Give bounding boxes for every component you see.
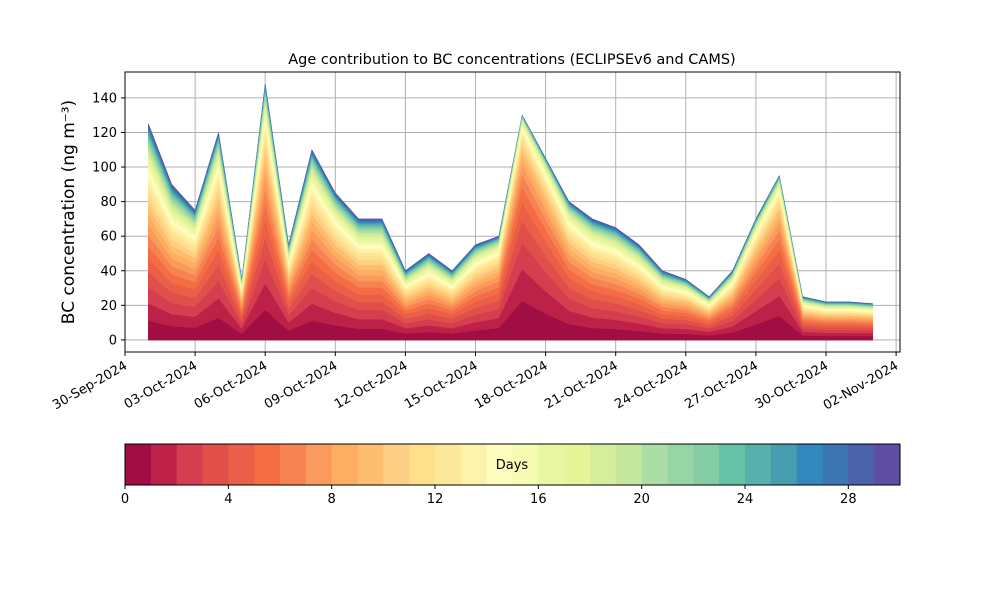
y-axis-label: BC concentration (ng m⁻³): [59, 100, 79, 324]
colorbar-label: Days: [496, 458, 529, 473]
colorbar-cell: [719, 444, 746, 485]
colorbar-cell: [538, 444, 565, 485]
x-tick-label: 18-Oct-2024: [472, 358, 550, 412]
x-tick-label: 03-Oct-2024: [122, 358, 200, 412]
colorbar-cell: [796, 444, 823, 485]
age-layer-2: [148, 269, 873, 341]
colorbar: Days 0 4 8 12 16 20 24 28: [121, 443, 901, 507]
colorbar-cell: [331, 444, 358, 485]
colorbar-cell: [228, 444, 255, 485]
colorbar-cell: [874, 444, 901, 485]
colorbar-cell: [745, 444, 772, 485]
y-tick-label: 0: [109, 333, 117, 348]
colorbar-cell: [848, 444, 875, 485]
x-tick-label: 06-Oct-2024: [192, 358, 270, 412]
y-tick-label: 20: [100, 299, 117, 314]
colorbar-cell: [770, 444, 798, 485]
x-tick-label: 27-Oct-2024: [683, 358, 761, 412]
colorbar-cell: [615, 444, 643, 485]
x-tick-label: 30-Sep-2024: [50, 358, 130, 413]
colorbar-cell: [564, 444, 591, 485]
y-tick-label: 100: [92, 161, 117, 176]
x-tick-label: 24-Oct-2024: [612, 358, 690, 412]
colorbar-cell: [305, 444, 333, 485]
colorbar-cell: [150, 444, 178, 485]
colorbar-cell: [641, 444, 668, 485]
colorbar-cells: [125, 444, 901, 485]
colorbar-cell: [176, 444, 203, 485]
x-axis-ticks: 30-Sep-202403-Oct-202406-Oct-202409-Oct-…: [50, 352, 901, 413]
colorbar-cell: [435, 444, 462, 485]
colorbar-cell: [383, 444, 410, 485]
colorbar-cell: [202, 444, 229, 485]
colorbar-cell: [460, 444, 488, 485]
colorbar-frame: [124, 443, 901, 486]
colorbar-cell: [693, 444, 720, 485]
x-tick-label: 02-Nov-2024: [821, 358, 901, 413]
stacked-area-layers: [148, 84, 873, 341]
x-tick-label: 21-Oct-2024: [542, 358, 620, 412]
x-tick-label: 12-Oct-2024: [332, 358, 410, 412]
y-tick-label: 120: [92, 126, 117, 141]
colorbar-tick-label: 8: [328, 492, 336, 507]
colorbar-cell: [590, 444, 617, 485]
y-tick-label: 80: [100, 195, 117, 210]
colorbar-ticks: 0 4 8 12 16 20 24 28: [121, 485, 857, 507]
colorbar-tick-label: 12: [427, 492, 444, 507]
colorbar-cell: [667, 444, 694, 485]
y-tick-label: 60: [100, 230, 117, 245]
colorbar-cell: [357, 444, 384, 485]
x-tick-label: 09-Oct-2024: [262, 358, 340, 412]
y-tick-label: 40: [100, 264, 117, 279]
colorbar-cell: [822, 444, 849, 485]
colorbar-tick-label: 20: [633, 492, 650, 507]
chart-title: Age contribution to BC concentrations (E…: [288, 52, 735, 68]
y-tick-label: 140: [92, 91, 117, 106]
colorbar-tick-label: 0: [121, 492, 129, 507]
x-tick-label: 15-Oct-2024: [402, 358, 480, 412]
colorbar-tick-label: 24: [737, 492, 754, 507]
plot-frame: [124, 71, 901, 353]
colorbar-tick-label: 28: [840, 492, 857, 507]
colorbar-cell: [512, 444, 539, 485]
plot-area: 0 20 40 60 80 100 120 140 30-Sep-202403-Oct-202…: [50, 71, 901, 413]
colorbar-tick-label: 16: [530, 492, 547, 507]
colorbar-cell: [409, 444, 436, 485]
colorbar-tick-label: 4: [224, 492, 232, 507]
colorbar-cell: [486, 444, 513, 485]
colorbar-cell: [125, 444, 152, 485]
y-axis-ticks: 0 20 40 60 80 100 120 140: [92, 91, 125, 348]
colorbar-cell: [280, 444, 307, 485]
colorbar-cell: [254, 444, 281, 485]
age-layer-1: [148, 301, 873, 341]
x-tick-label: 30-Oct-2024: [753, 358, 831, 412]
